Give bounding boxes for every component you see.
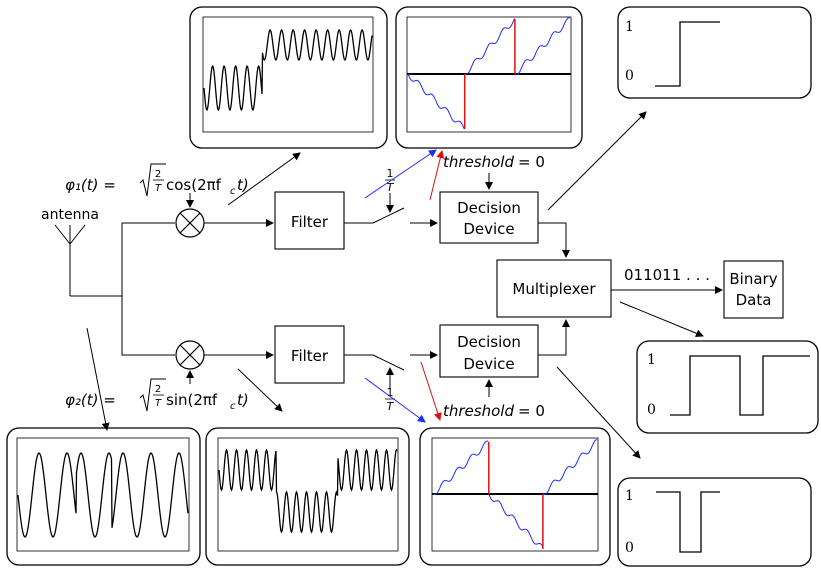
svg-text:c: c (230, 401, 236, 412)
plot-panel-lower-filtered (205, 427, 410, 566)
multiplexer: Multiplexer (496, 259, 612, 318)
callout-arrow (556, 366, 641, 459)
plot-panel-lower-mixed (6, 427, 201, 566)
antenna-label: antenna (41, 207, 99, 223)
plot-panel-output-bottom: 1 0 (617, 477, 812, 567)
filter-lower: Filter (274, 325, 345, 384)
plot-panel-upper-integrator (395, 6, 583, 149)
feed-line (70, 222, 175, 297)
mixed-signal-waveform (203, 29, 373, 111)
callout-arrow (547, 111, 647, 211)
level-one-label: 1 (625, 488, 634, 504)
phi2-label: φ₂(t) = 2 T sin(2πf c t) (65, 378, 249, 412)
svg-text:t): t) (237, 391, 249, 409)
output-waveform (655, 21, 720, 87)
bitstream-label: 011011 . . . (624, 266, 710, 284)
svg-text:Device: Device (463, 355, 514, 373)
sample-rate-label-upper: 1 T (385, 167, 395, 194)
svg-text:threshold= 0: threshold = 0 (443, 402, 545, 420)
binary-data-output: Binary Data (723, 260, 784, 319)
svg-text:Device: Device (463, 220, 514, 238)
svg-text:Decision: Decision (457, 199, 521, 217)
callout-arrow (420, 361, 442, 421)
callout-arrow (429, 150, 445, 201)
threshold-label-lower: threshold = 0 (443, 402, 545, 420)
plot-panel-lower-integrator (419, 427, 611, 566)
output-waveform (656, 491, 720, 553)
svg-text:threshold= 0: threshold = 0 (443, 153, 545, 171)
callout-arrow (364, 377, 426, 423)
level-zero-label: 0 (625, 68, 634, 84)
level-one-label: 1 (625, 19, 634, 35)
integrator-output-curve (407, 17, 570, 130)
mixer-lower (175, 340, 205, 370)
svg-text:2: 2 (155, 169, 161, 180)
svg-text:1: 1 (387, 386, 394, 399)
svg-text:sin(2πf: sin(2πf (166, 391, 218, 409)
svg-text:Decision: Decision (457, 333, 521, 351)
feed-line (121, 296, 175, 356)
svg-text:Binary: Binary (729, 270, 777, 288)
level-zero-label: 0 (647, 402, 656, 418)
threshold-label-upper: threshold = 0 (443, 153, 545, 171)
svg-text:Data: Data (736, 291, 772, 309)
callout-arrow (364, 149, 437, 199)
svg-text:φ₁(t) =: φ₁(t) = (65, 176, 116, 194)
callout-arrow (227, 152, 301, 206)
svg-text:2: 2 (155, 384, 161, 395)
callout-arrow (86, 327, 110, 431)
mixer-upper (175, 208, 205, 238)
integrator-output-curve (432, 439, 598, 547)
svg-text:T: T (387, 400, 395, 413)
sampling-switch-upper (344, 193, 438, 227)
svg-text:Filter: Filter (291, 347, 329, 365)
callout-arrow (237, 368, 283, 412)
decision-device-lower: Decision Device (439, 324, 539, 378)
svg-text:1: 1 (387, 167, 394, 180)
plot-panel-output-top: 1 0 (617, 6, 812, 99)
svg-text:cos(2πf: cos(2πf (166, 176, 222, 194)
level-zero-label: 0 (625, 540, 634, 556)
svg-text:Multiplexer: Multiplexer (512, 280, 596, 298)
integrator-reset-lines (463, 19, 516, 129)
svg-text:c: c (230, 186, 236, 197)
antenna-icon (54, 224, 86, 296)
callout-arrow (619, 301, 704, 338)
svg-text:t): t) (237, 176, 249, 194)
svg-text:Filter: Filter (291, 213, 329, 231)
phi1-label: φ₁(t) = 2 T cos(2πf c t) (65, 163, 249, 197)
sampling-switch-lower (344, 351, 438, 388)
plot-panel-upper-mixed (189, 6, 388, 149)
mixed-signal-waveform (17, 452, 189, 538)
svg-text:T: T (387, 181, 395, 194)
decision-device-upper: Decision Device (439, 191, 539, 244)
svg-text:φ₂(t) =: φ₂(t) = (65, 391, 116, 409)
output-waveform (670, 355, 810, 416)
filter-upper: Filter (274, 191, 345, 250)
svg-text:T: T (155, 183, 162, 194)
level-one-label: 1 (647, 352, 656, 368)
plot-panel-output-combined: 1 0 (636, 340, 819, 434)
filtered-waveform (218, 448, 398, 534)
integrator-reset-lines (488, 441, 544, 549)
svg-text:T: T (155, 398, 162, 409)
